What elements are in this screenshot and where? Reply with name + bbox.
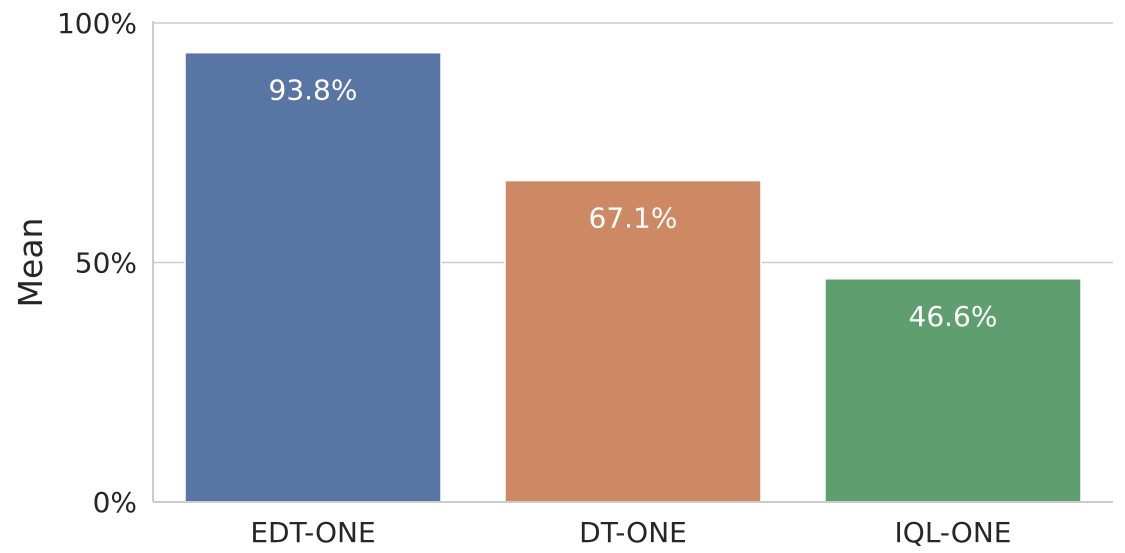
bars: [184, 51, 1082, 503]
y-tick-labels: 0% 50% 100%: [57, 7, 137, 519]
axes: [152, 21, 1113, 503]
y-tick-label: 50%: [75, 247, 137, 280]
x-tick-label: IQL-ONE: [895, 516, 1012, 549]
bar-iql-one: [824, 278, 1082, 503]
y-tick-label: 100%: [57, 7, 137, 40]
x-tick-labels: EDT-ONE DT-ONE IQL-ONE: [250, 516, 1011, 549]
data-label: 46.6%: [909, 300, 998, 333]
y-tick-label: 0%: [93, 486, 137, 519]
bar-dt-one: [504, 179, 762, 503]
data-label: 67.1%: [589, 202, 678, 235]
x-tick-label: DT-ONE: [579, 516, 687, 549]
x-tick-label: EDT-ONE: [250, 516, 375, 549]
data-labels: 93.8% 67.1% 46.6%: [269, 74, 998, 333]
bar-edt-one: [184, 51, 442, 503]
y-axis-title: Mean: [11, 218, 50, 308]
data-label: 93.8%: [269, 74, 358, 107]
